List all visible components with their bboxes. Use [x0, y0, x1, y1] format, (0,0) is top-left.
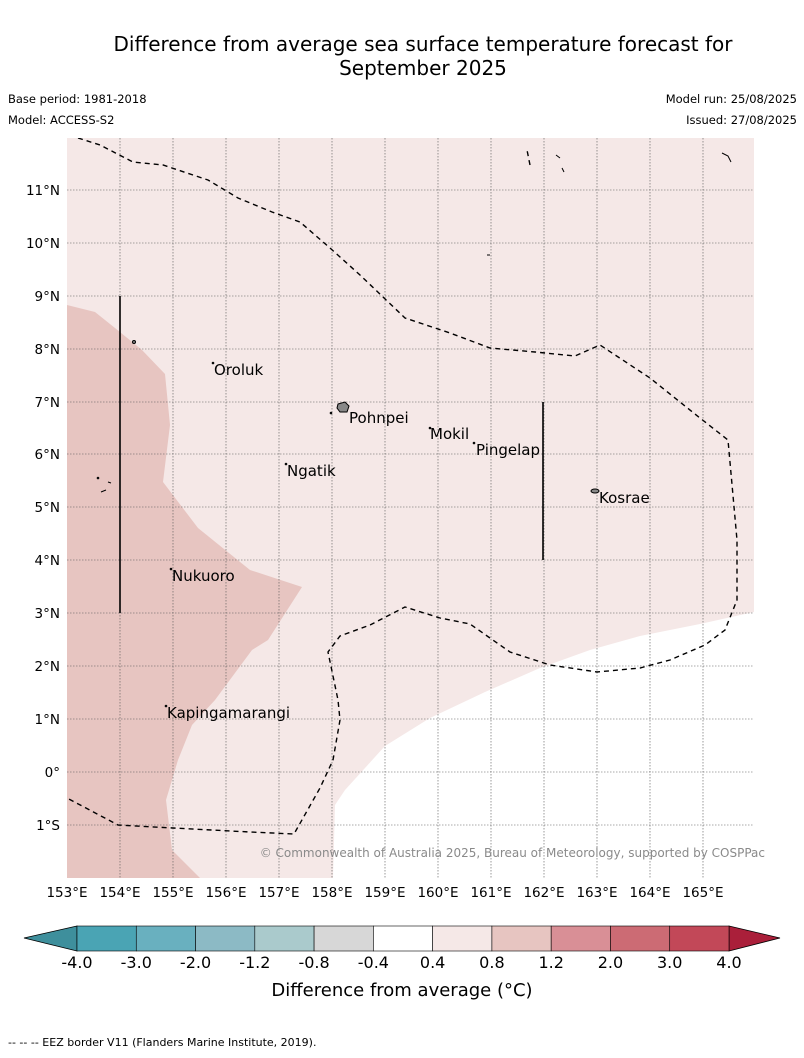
- lat-label: 4°N: [35, 553, 60, 569]
- issued-date: Issued: 27/08/2025: [686, 113, 797, 127]
- colorbar-tick-label: 1.2: [538, 953, 563, 972]
- colorbar-tick-label: -0.8: [298, 953, 329, 972]
- colorbar-tick-label: -1.2: [239, 953, 270, 972]
- latitude-labels: 11°N 10°N 9°N 8°N 7°N 6°N 5°N 4°N 3°N 2°…: [26, 183, 60, 834]
- place-label-pohnpei: Pohnpei: [349, 409, 409, 427]
- lon-label: 161°E: [470, 885, 511, 901]
- kosrae-island: [590, 488, 600, 494]
- base-period: Base period: 1981-2018: [8, 92, 147, 106]
- colorbar-segment: [491, 925, 552, 952]
- colorbar-segment: [373, 925, 433, 952]
- lat-label: 0°: [45, 765, 60, 781]
- lat-label: 1°N: [35, 712, 60, 728]
- anomaly-band-0.8-1.2: [67, 305, 302, 878]
- colorbar-tick-labels: -4.0 -3.0 -2.0 -1.2 -0.8 -0.4 0.4 0.8 1.2 2.0 3.0 4…: [61, 953, 741, 972]
- colorbar-under-arrow: [23, 925, 78, 952]
- colorbar-tick-label: 0.4: [420, 953, 445, 972]
- colorbar-segment: [610, 925, 671, 952]
- lon-label: 157°E: [258, 885, 299, 901]
- colorbar-segment: [669, 925, 730, 952]
- lon-label: 153°E: [46, 885, 87, 901]
- colorbar-label: Difference from average (°C): [271, 980, 533, 1001]
- place-label-kosrae: Kosrae: [599, 489, 650, 507]
- eez-footnote: -- -- -- EEZ border V11 (Flanders Marine…: [8, 1036, 317, 1049]
- colorbar-segment: [432, 925, 493, 952]
- eez-segments: [119, 296, 544, 613]
- colorbar-segments: [76, 925, 730, 952]
- pohnpei-island: [336, 401, 350, 413]
- lat-label: 1°S: [36, 818, 60, 834]
- eez-borders: [67, 138, 738, 835]
- colorbar-segment: [76, 925, 137, 952]
- lat-label: 9°N: [35, 289, 60, 305]
- lon-label: 162°E: [523, 885, 564, 901]
- lon-label: 154°E: [99, 885, 140, 901]
- title-line-1: Difference from average sea surface temp…: [113, 32, 733, 56]
- colorbar-tick-label: 0.8: [479, 953, 504, 972]
- lat-label: 2°N: [35, 659, 60, 675]
- lon-label: 160°E: [417, 885, 458, 901]
- islands: [96, 152, 732, 708]
- colorbar-segment: [135, 925, 196, 952]
- graticule: [67, 138, 754, 878]
- lon-label: 156°E: [205, 885, 246, 901]
- colorbar-over-arrow: [728, 925, 781, 952]
- colorbar-tick-label: -3.0: [121, 953, 152, 972]
- lat-label: 3°N: [35, 606, 60, 622]
- colorbar-segment: [254, 925, 315, 952]
- colorbar-tick-label: 3.0: [657, 953, 682, 972]
- place-label-mokil: Mokil: [430, 425, 469, 443]
- place-label-pingelap: Pingelap: [476, 441, 540, 459]
- lat-label: 11°N: [26, 183, 60, 199]
- colorbar-tick-label: -0.4: [358, 953, 389, 972]
- lat-label: 10°N: [26, 236, 60, 252]
- lon-label: 163°E: [576, 885, 617, 901]
- lat-label: 7°N: [35, 395, 60, 411]
- lon-label: 164°E: [629, 885, 670, 901]
- place-label-nukuoro: Nukuoro: [172, 567, 235, 585]
- anomaly-edge-patch: [744, 232, 754, 372]
- lat-label: 5°N: [35, 500, 60, 516]
- lon-label: 155°E: [152, 885, 193, 901]
- lon-label: 165°E: [682, 885, 723, 901]
- title-line-2: September 2025: [339, 56, 507, 80]
- place-label-ngatik: Ngatik: [287, 462, 336, 480]
- colorbar-tick-label: 4.0: [716, 953, 741, 972]
- lon-label: 158°E: [311, 885, 352, 901]
- colorbar: -4.0 -3.0 -2.0 -1.2 -0.8 -0.4 0.4 0.8 1.2 2.0 3.0 4…: [23, 925, 781, 972]
- place-label-oroluk: Oroluk: [214, 361, 263, 379]
- place-label-kapingamarangi: Kapingamarangi: [167, 704, 290, 722]
- colorbar-tick-label: 2.0: [598, 953, 623, 972]
- lat-label: 6°N: [35, 447, 60, 463]
- copyright-notice: © Commonwealth of Australia 2025, Bureau…: [260, 846, 765, 860]
- colorbar-segment: [550, 925, 611, 952]
- lon-label: 159°E: [364, 885, 405, 901]
- colorbar-tick-label: -4.0: [61, 953, 92, 972]
- colorbar-tick-label: -2.0: [180, 953, 211, 972]
- longitude-labels: 153°E 154°E 155°E 156°E 157°E 158°E 159°…: [46, 885, 723, 901]
- model-name: Model: ACCESS-S2: [8, 113, 115, 127]
- model-run-date: Model run: 25/08/2025: [665, 92, 797, 106]
- colorbar-segment: [313, 925, 374, 952]
- colorbar-segment: [195, 925, 256, 952]
- lat-label: 8°N: [35, 342, 60, 358]
- anomaly-fill: [67, 138, 754, 878]
- map-title: Difference from average sea surface temp…: [0, 32, 804, 80]
- place-labels: Oroluk Pohnpei Mokil Pingelap Ngatik Kos…: [167, 361, 650, 722]
